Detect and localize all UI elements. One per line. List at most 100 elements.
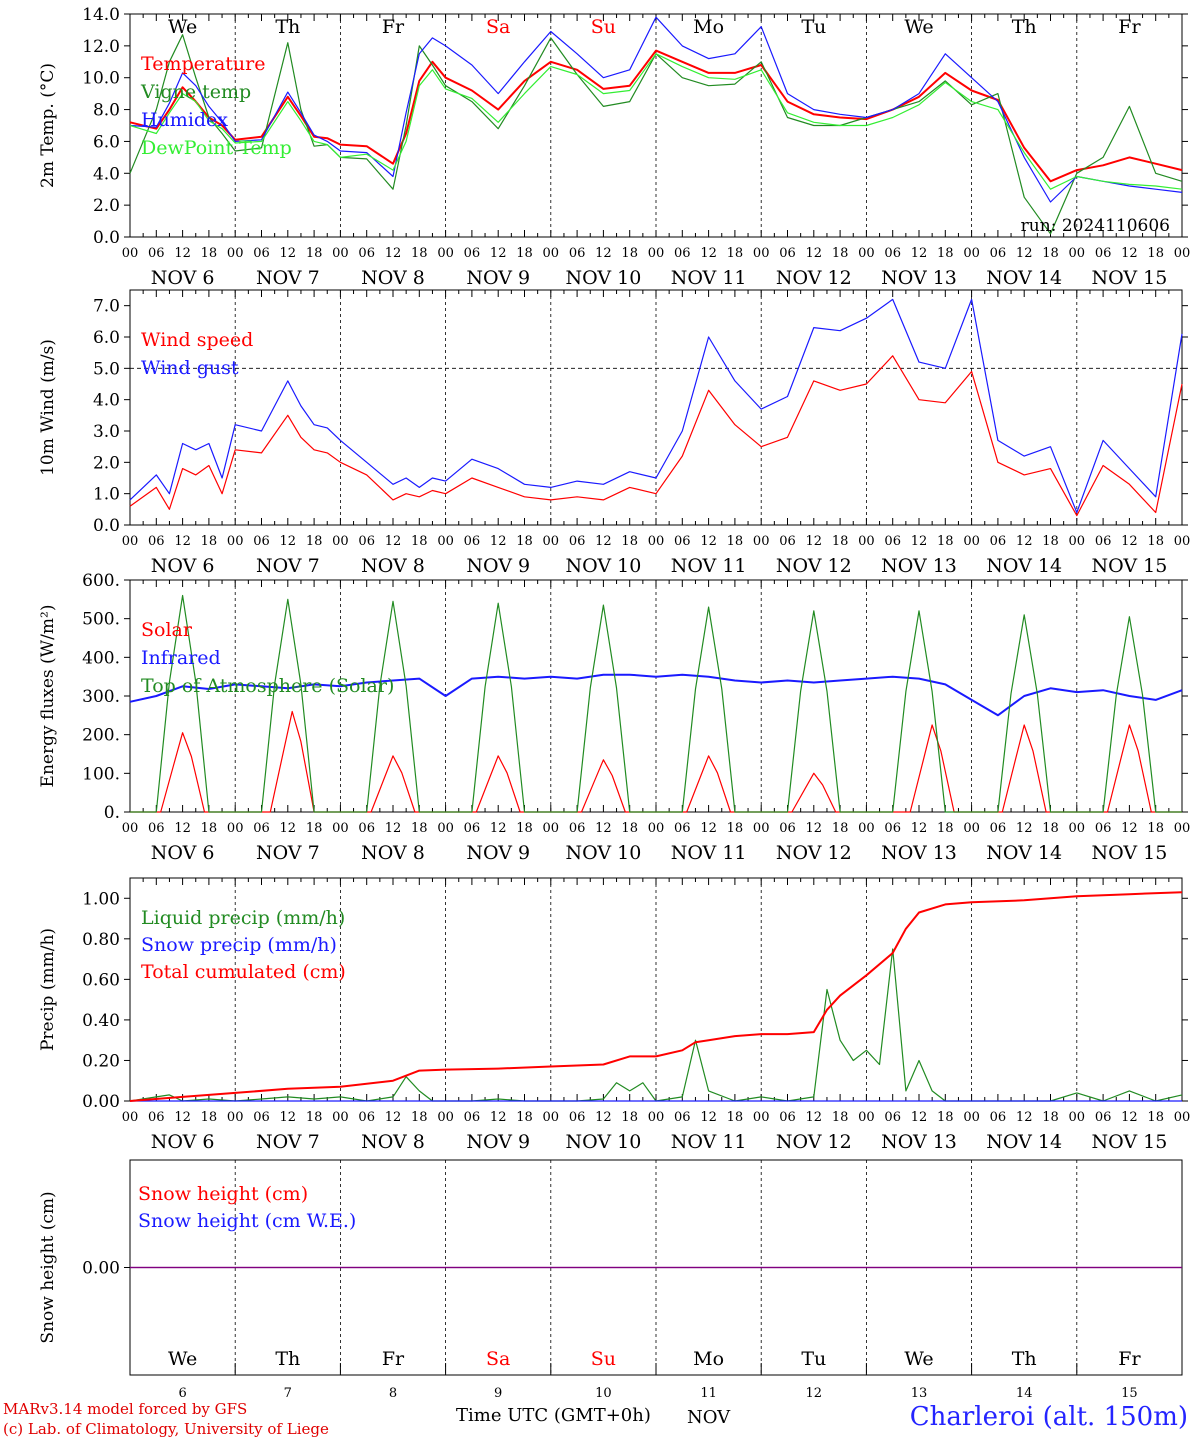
y-tick-label: 2.0 bbox=[93, 196, 120, 216]
hour-tick-label: 18 bbox=[1147, 821, 1164, 836]
hour-tick-label: 06 bbox=[253, 1110, 270, 1125]
y-tick-label: 0.20 bbox=[82, 1051, 120, 1071]
legend-entry: DewPoint Temp bbox=[141, 137, 292, 159]
hour-tick-label: 06 bbox=[990, 534, 1007, 549]
hour-tick-label: 18 bbox=[201, 246, 218, 261]
hour-tick-label: 12 bbox=[490, 821, 507, 836]
hour-tick-label: 00 bbox=[122, 821, 139, 836]
y-tick-label: 5.0 bbox=[93, 359, 120, 379]
day-label: NOV 15 bbox=[1091, 842, 1167, 864]
hour-tick-label: 12 bbox=[1016, 821, 1033, 836]
series-line bbox=[129, 355, 1183, 517]
hour-tick-label: 06 bbox=[990, 821, 1007, 836]
hour-tick-label: 00 bbox=[963, 1110, 980, 1125]
hour-tick-label: 12 bbox=[174, 246, 191, 261]
hour-tick-label: 00 bbox=[227, 246, 244, 261]
y-tick-label: 600. bbox=[82, 571, 120, 591]
hour-tick-label: 12 bbox=[911, 1110, 928, 1125]
series-line bbox=[129, 891, 1183, 1102]
hour-tick-label: 06 bbox=[253, 246, 270, 261]
hour-tick-label: 18 bbox=[306, 534, 323, 549]
weekday-label: Sa bbox=[486, 1348, 510, 1370]
weekday-label: We bbox=[168, 1348, 197, 1370]
hour-tick-label: 00 bbox=[227, 534, 244, 549]
legend-entry: Total cumulated (cm) bbox=[141, 961, 346, 983]
weekday-label: We bbox=[904, 1348, 933, 1370]
hour-tick-label: 12 bbox=[280, 821, 297, 836]
day-label: NOV 12 bbox=[776, 267, 852, 289]
hour-tick-label: 12 bbox=[1121, 821, 1138, 836]
hour-tick-label: 12 bbox=[385, 534, 402, 549]
y-tick-label: 2.0 bbox=[93, 453, 120, 473]
hour-tick-label: 06 bbox=[148, 1110, 165, 1125]
hour-tick-label: 12 bbox=[700, 534, 717, 549]
hour-tick-label: 12 bbox=[1121, 1110, 1138, 1125]
hour-tick-label: 00 bbox=[227, 821, 244, 836]
credit-lab: (c) Lab. of Climatology, University of L… bbox=[3, 1420, 329, 1438]
hour-tick-label: 00 bbox=[753, 821, 770, 836]
hour-tick-label: 18 bbox=[516, 1110, 533, 1125]
day-label: NOV 14 bbox=[986, 1131, 1062, 1153]
hour-tick-label: 12 bbox=[174, 1110, 191, 1125]
hour-tick-label: 00 bbox=[122, 534, 139, 549]
hour-tick-label: 18 bbox=[411, 1110, 428, 1125]
hour-tick-label: 18 bbox=[727, 534, 744, 549]
panel-3 bbox=[124, 579, 1188, 813]
hour-tick-label: 00 bbox=[437, 1110, 454, 1125]
y-axis-label: Snow height (cm) bbox=[38, 1191, 58, 1343]
day-label: NOV 6 bbox=[151, 842, 215, 864]
day-label: NOV 10 bbox=[565, 267, 641, 289]
hour-tick-label: 00 bbox=[1174, 1110, 1191, 1125]
day-label: NOV 11 bbox=[671, 1131, 747, 1153]
hour-tick-label: 06 bbox=[674, 1110, 691, 1125]
hour-tick-label: 12 bbox=[806, 1110, 823, 1125]
hour-tick-label: 00 bbox=[858, 1110, 875, 1125]
weekday-label: Th bbox=[275, 1348, 300, 1370]
day-number-label: 15 bbox=[1121, 1386, 1138, 1401]
day-label: NOV 6 bbox=[151, 555, 215, 577]
hour-tick-label: 12 bbox=[806, 821, 823, 836]
day-number-label: 11 bbox=[700, 1386, 717, 1401]
hour-tick-label: 00 bbox=[332, 534, 349, 549]
weekday-label: Fr bbox=[1118, 16, 1141, 38]
hour-tick-label: 00 bbox=[1069, 246, 1086, 261]
hour-tick-label: 00 bbox=[122, 246, 139, 261]
hour-tick-label: 00 bbox=[543, 246, 560, 261]
day-label: NOV 14 bbox=[986, 555, 1062, 577]
hour-tick-label: 12 bbox=[911, 821, 928, 836]
day-label: NOV 9 bbox=[466, 267, 530, 289]
hour-tick-label: 18 bbox=[1147, 246, 1164, 261]
hour-tick-label: 18 bbox=[1042, 1110, 1059, 1125]
day-label: NOV 12 bbox=[776, 1131, 852, 1153]
day-number-label: 9 bbox=[494, 1386, 502, 1401]
credit-model: MARv3.14 model forced by GFS bbox=[3, 1400, 248, 1418]
hour-tick-label: 12 bbox=[700, 1110, 717, 1125]
y-tick-label: 14.0 bbox=[82, 5, 120, 25]
y-tick-label: 500. bbox=[82, 610, 120, 630]
weekday-label: Sa bbox=[486, 16, 510, 38]
hour-tick-label: 18 bbox=[727, 1110, 744, 1125]
weekday-label: Su bbox=[591, 16, 616, 38]
y-tick-label: 0.0 bbox=[93, 516, 120, 536]
hour-tick-label: 00 bbox=[437, 821, 454, 836]
hour-tick-label: 18 bbox=[306, 821, 323, 836]
day-number-label: 10 bbox=[595, 1386, 612, 1401]
hour-tick-label: 18 bbox=[306, 1110, 323, 1125]
weekday-label: Mo bbox=[693, 16, 724, 38]
hour-tick-label: 18 bbox=[1042, 534, 1059, 549]
plot-frame bbox=[129, 13, 1183, 238]
hour-tick-label: 06 bbox=[674, 246, 691, 261]
weekday-label: Fr bbox=[382, 16, 405, 38]
panel-4 bbox=[124, 877, 1188, 1102]
y-tick-label: 10.0 bbox=[82, 69, 120, 89]
y-tick-label: 3.0 bbox=[93, 422, 120, 442]
hour-tick-label: 06 bbox=[884, 534, 901, 549]
hour-tick-label: 00 bbox=[858, 534, 875, 549]
hour-tick-label: 12 bbox=[1016, 1110, 1033, 1125]
hour-tick-label: 18 bbox=[621, 534, 638, 549]
hour-tick-label: 18 bbox=[621, 1110, 638, 1125]
y-tick-label: 0.80 bbox=[82, 930, 120, 950]
hour-tick-label: 00 bbox=[332, 1110, 349, 1125]
hour-tick-label: 00 bbox=[858, 821, 875, 836]
hour-tick-label: 00 bbox=[227, 1110, 244, 1125]
